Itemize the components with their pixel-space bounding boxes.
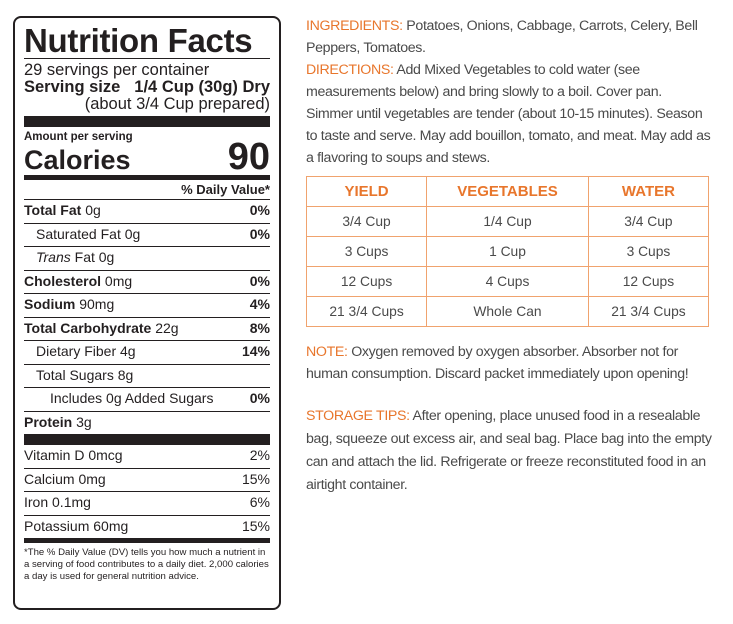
servings-per-container: 29 servings per container bbox=[24, 61, 210, 79]
serving-size-value: 1/4 Cup (30g) Dry bbox=[134, 78, 270, 96]
yield-cell: 3/4 Cup bbox=[305, 206, 428, 237]
ingredients-text: Potatoes, Onions, Cabbage, Carrots, Cele… bbox=[306, 18, 698, 56]
added-sugars-pct: 0% bbox=[249, 390, 270, 406]
table-row: 12 Cups 4 Cups 12 Cups bbox=[305, 266, 710, 297]
water-cell: 21 3/4 Cups bbox=[587, 296, 710, 327]
yield-table: YIELD VEGETABLES WATER 3/4 Cup 1/4 Cup 3… bbox=[305, 176, 710, 327]
divider bbox=[24, 58, 270, 59]
vitamin-d-label: Vitamin D 0mcg bbox=[24, 447, 123, 463]
calories-label: Calories bbox=[24, 145, 131, 175]
yield-cell: 3 Cups bbox=[305, 236, 428, 267]
total-fat-label: Total Fat bbox=[24, 202, 82, 218]
daily-value-header: % Daily Value* bbox=[181, 182, 270, 197]
total-fat-amount: 0g bbox=[85, 202, 101, 218]
total-sugars-label: Total Sugars 8g bbox=[36, 366, 134, 383]
divider-heavy-vitamins bbox=[24, 434, 270, 445]
calcium-row: Calcium 0mg 15% bbox=[24, 467, 270, 492]
iron-pct: 6% bbox=[249, 494, 270, 510]
table-row: 3 Cups 1 Cup 3 Cups bbox=[305, 236, 710, 267]
potassium-label: Potassium 60mg bbox=[24, 517, 129, 534]
calories-row: Calories 90 bbox=[24, 136, 270, 178]
total-fat-pct: 0% bbox=[249, 202, 270, 218]
vitamin-d-row: Vitamin D 0mcg 2% bbox=[24, 445, 270, 468]
cholesterol-label: Cholesterol bbox=[24, 272, 102, 289]
note-text: Oxygen removed by oxygen absorber. Absor… bbox=[306, 344, 689, 382]
yield-cell: 21 3/4 Cups bbox=[305, 296, 428, 327]
daily-value-footnote: *The % Daily Value (DV) tells you how mu… bbox=[24, 547, 269, 582]
sodium-pct: 4% bbox=[249, 296, 270, 312]
sodium-amount: 90mg bbox=[79, 296, 115, 312]
protein-row: Protein 3g bbox=[24, 410, 270, 435]
calcium-label: Calcium 0mg bbox=[24, 470, 106, 487]
storage-text: After opening, place unused food in a re… bbox=[306, 408, 712, 493]
saturated-fat-row: Saturated Fat 0g 0% bbox=[24, 222, 270, 247]
water-cell: 3 Cups bbox=[587, 236, 710, 267]
cholesterol-pct: 0% bbox=[249, 272, 270, 289]
vegetables-cell: Whole Can bbox=[426, 296, 589, 327]
note-label: NOTE: bbox=[306, 344, 348, 360]
divider-medium-footnote bbox=[24, 538, 270, 543]
nutrition-title: Nutrition Facts bbox=[24, 22, 253, 59]
yield-cell: 12 Cups bbox=[305, 266, 428, 297]
nutrition-facts-panel: Nutrition Facts 29 servings per containe… bbox=[13, 16, 281, 610]
yield-table-header-row: YIELD VEGETABLES WATER bbox=[305, 176, 710, 207]
protein-amount: 3g bbox=[76, 413, 92, 430]
potassium-row: Potassium 60mg 15% bbox=[24, 514, 270, 539]
trans-fat-row: Trans Fat 0g bbox=[24, 246, 270, 270]
divider-heavy bbox=[24, 116, 270, 127]
cholesterol-amount: 0mg bbox=[104, 272, 133, 289]
storage-label: STORAGE TIPS: bbox=[306, 408, 410, 424]
added-sugars-label: Includes 0g Added Sugars bbox=[50, 390, 214, 406]
added-sugars-row: Includes 0g Added Sugars 0% bbox=[24, 387, 270, 411]
iron-row: Iron 0.1mg 6% bbox=[24, 491, 270, 515]
serving-prepared: (about 3/4 Cup prepared) bbox=[84, 95, 270, 113]
carb-pct: 8% bbox=[249, 319, 270, 336]
product-info: INGREDIENTS: Potatoes, Onions, Cabbage, … bbox=[306, 15, 712, 169]
ingredients-label: INGREDIENTS: bbox=[306, 18, 403, 34]
serving-size-row: Serving size 1/4 Cup (30g) Dry bbox=[24, 79, 270, 96]
iron-label: Iron 0.1mg bbox=[24, 494, 91, 510]
vegetables-cell: 4 Cups bbox=[426, 266, 589, 297]
divider-medium bbox=[24, 175, 270, 180]
water-header: WATER bbox=[587, 176, 710, 207]
calories-value: 90 bbox=[227, 136, 270, 178]
storage-paragraph: STORAGE TIPS: After opening, place unuse… bbox=[306, 405, 716, 497]
vitamin-d-pct: 2% bbox=[249, 447, 270, 463]
trans-fat-amount: Fat 0g bbox=[74, 249, 115, 265]
total-carbohydrate-row: Total Carbohydrate 22g 8% bbox=[24, 316, 270, 341]
table-row: 3/4 Cup 1/4 Cup 3/4 Cup bbox=[305, 206, 710, 237]
water-cell: 12 Cups bbox=[587, 266, 710, 297]
note-paragraph: NOTE: Oxygen removed by oxygen absorber.… bbox=[306, 341, 716, 385]
directions-paragraph: DIRECTIONS: Add Mixed Vegetables to cold… bbox=[306, 59, 712, 169]
dietary-fiber-pct: 14% bbox=[241, 343, 270, 359]
carb-amount: 22g bbox=[155, 319, 179, 336]
saturated-fat-pct: 0% bbox=[249, 225, 270, 242]
potassium-pct: 15% bbox=[241, 517, 270, 534]
table-row: 21 3/4 Cups Whole Can 21 3/4 Cups bbox=[305, 296, 710, 327]
carb-label: Total Carbohydrate bbox=[24, 319, 152, 336]
directions-label: DIRECTIONS: bbox=[306, 62, 394, 78]
sodium-label: Sodium bbox=[24, 296, 76, 312]
sodium-row: Sodium 90mg 4% bbox=[24, 293, 270, 317]
water-cell: 3/4 Cup bbox=[587, 206, 710, 237]
vegetables-cell: 1 Cup bbox=[426, 236, 589, 267]
dietary-fiber-row: Dietary Fiber 4g 14% bbox=[24, 340, 270, 364]
cholesterol-row: Cholesterol 0mg 0% bbox=[24, 269, 270, 294]
trans-fat-label: Trans bbox=[36, 249, 71, 265]
saturated-fat-label: Saturated Fat 0g bbox=[36, 225, 141, 242]
directions-text: Add Mixed Vegetables to cold water (see … bbox=[306, 62, 711, 166]
serving-size-label: Serving size bbox=[24, 78, 121, 96]
protein-label: Protein bbox=[24, 413, 73, 430]
vegetables-header: VEGETABLES bbox=[426, 176, 589, 207]
dietary-fiber-label: Dietary Fiber 4g bbox=[36, 343, 136, 359]
total-sugars-row: Total Sugars 8g bbox=[24, 363, 270, 388]
yield-header: YIELD bbox=[305, 176, 428, 207]
total-fat-row: Total Fat 0g 0% bbox=[24, 199, 270, 223]
vegetables-cell: 1/4 Cup bbox=[426, 206, 589, 237]
amount-per-serving: Amount per serving bbox=[24, 131, 133, 143]
ingredients-paragraph: INGREDIENTS: Potatoes, Onions, Cabbage, … bbox=[306, 15, 712, 59]
calcium-pct: 15% bbox=[241, 470, 270, 487]
